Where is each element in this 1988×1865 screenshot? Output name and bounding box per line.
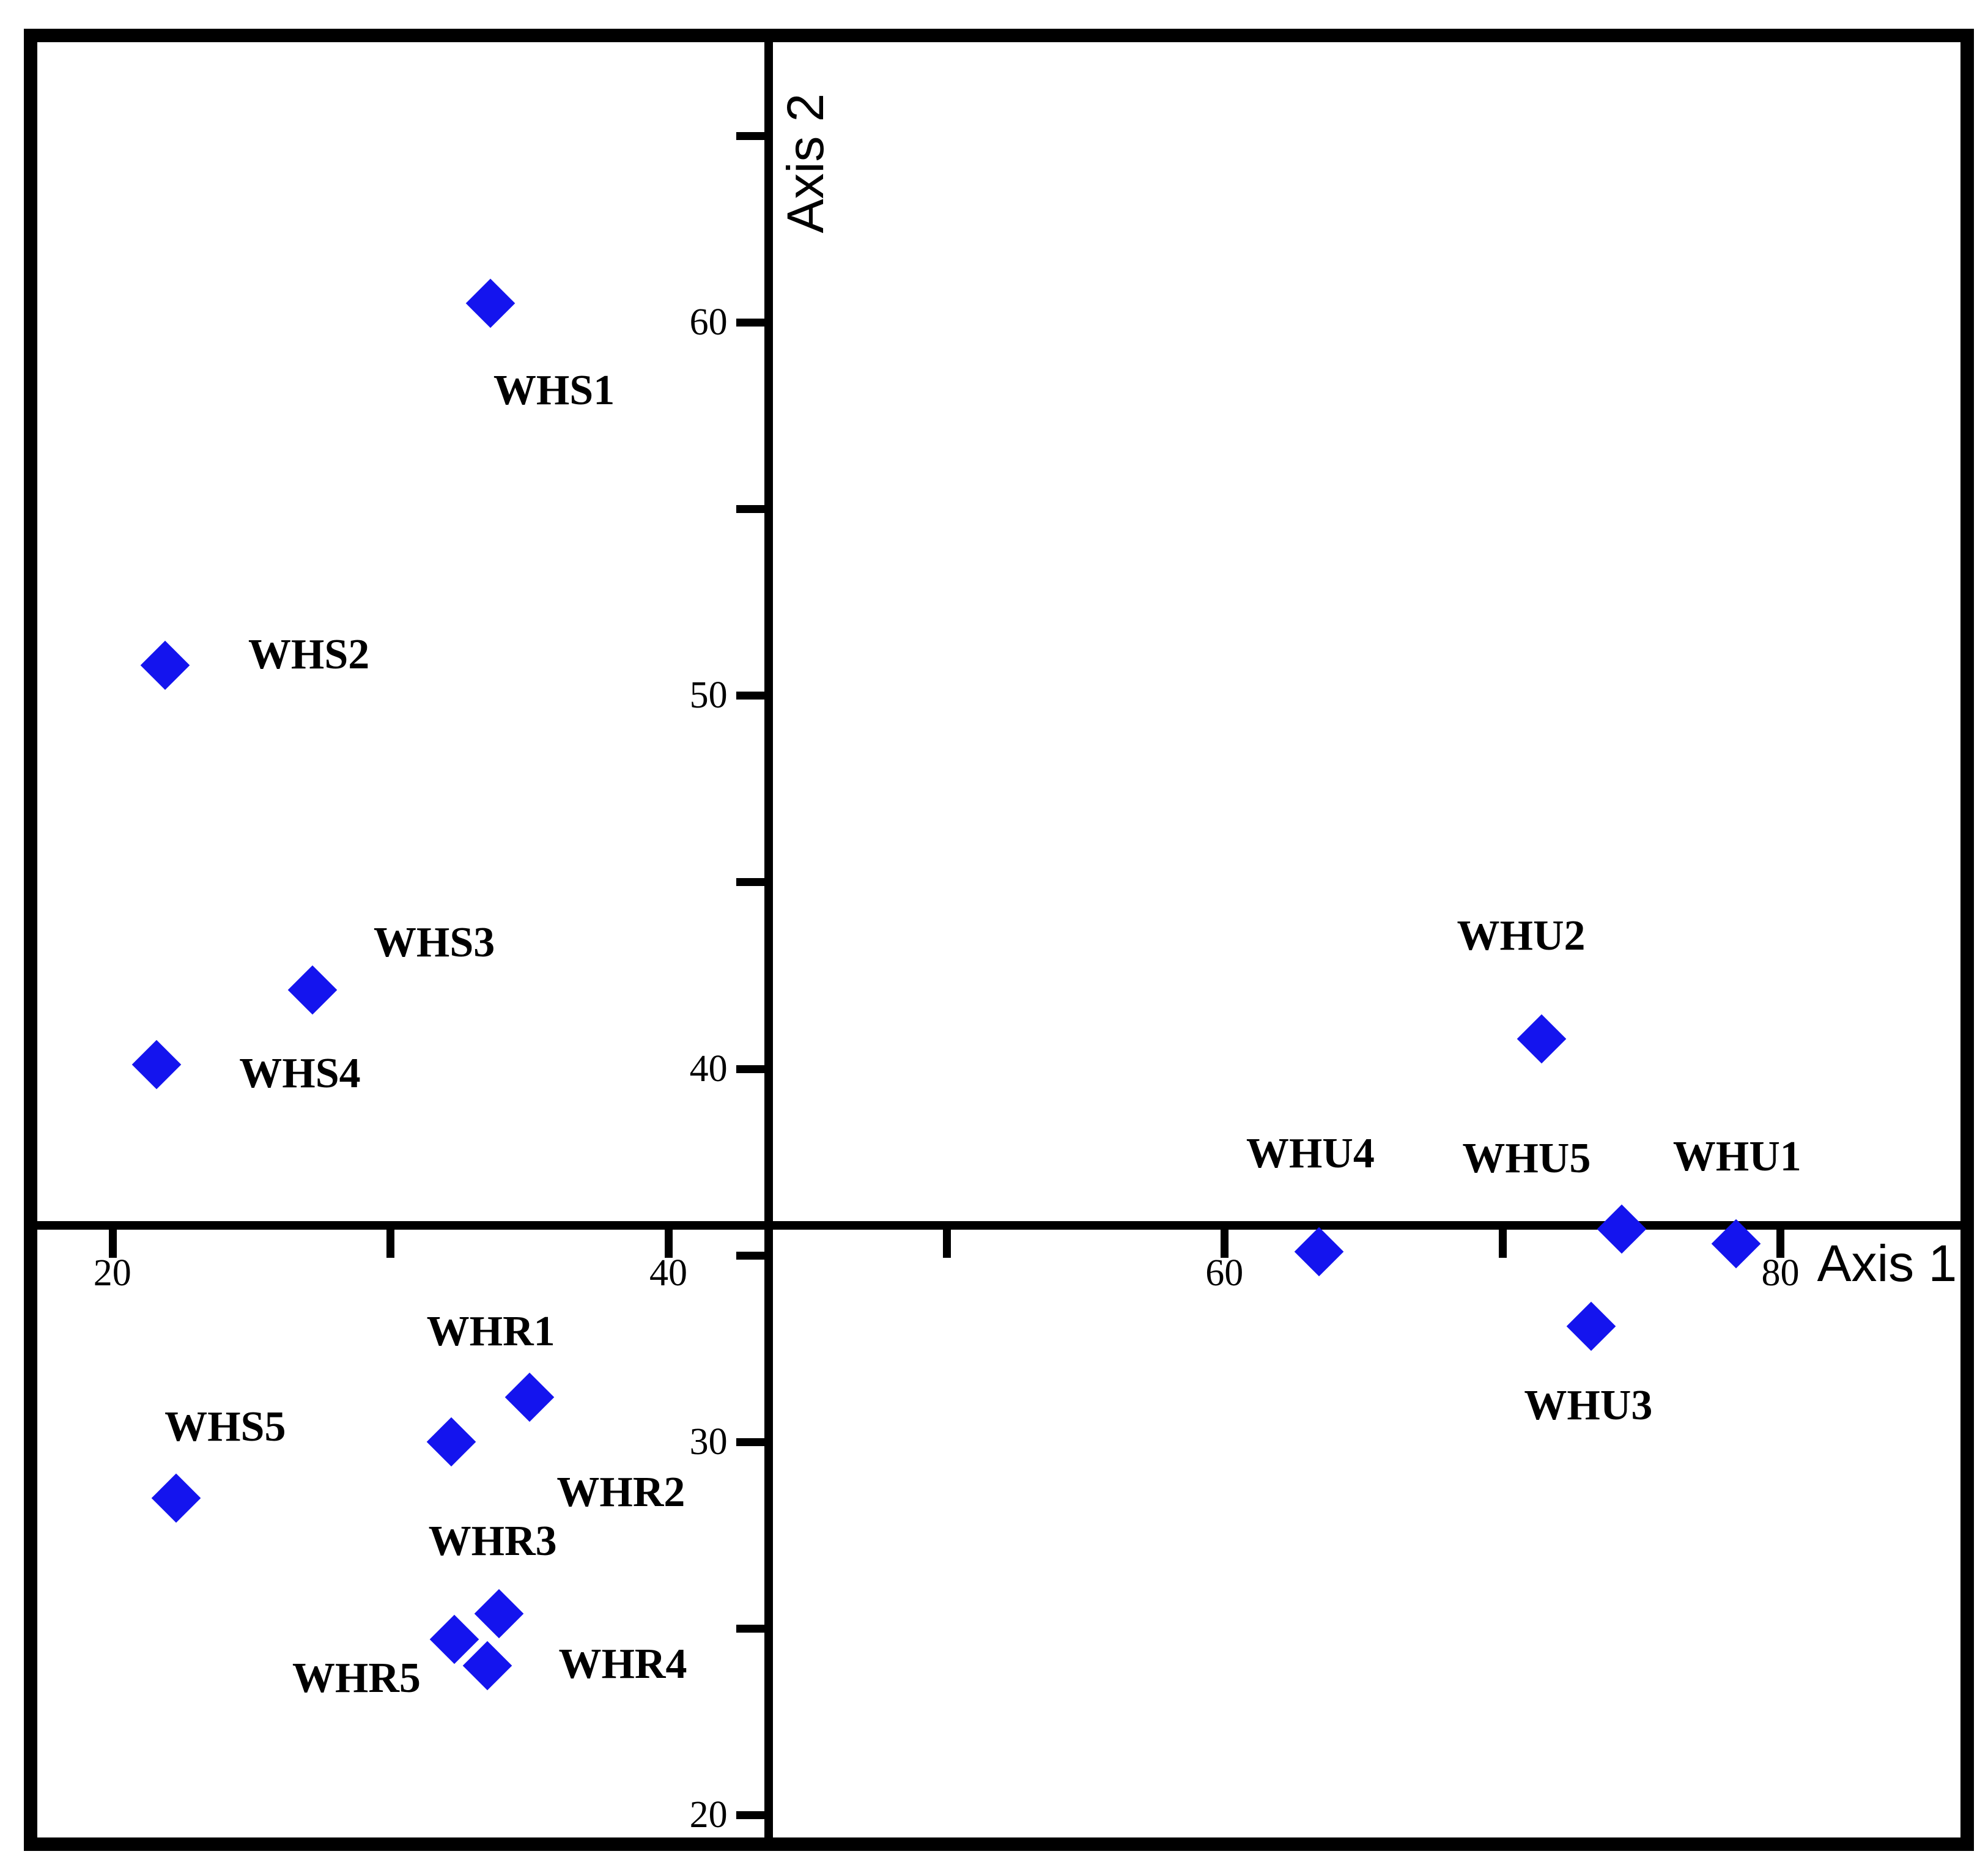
x-tick xyxy=(1498,1229,1507,1258)
point-label: WHR5 xyxy=(292,1655,421,1702)
y-tick-label: 30 xyxy=(689,1420,728,1463)
point-label: WHS4 xyxy=(239,1050,361,1098)
point-label: WHS5 xyxy=(164,1403,286,1450)
axis2-title: Axis 2 xyxy=(776,93,834,234)
point-label: WHS2 xyxy=(248,631,370,679)
point-label: WHR2 xyxy=(556,1468,685,1516)
x-tick xyxy=(1221,1229,1229,1258)
point-label: WHR3 xyxy=(428,1517,557,1565)
point-label: WHU1 xyxy=(1672,1133,1801,1181)
y-tick xyxy=(736,504,764,513)
y-tick xyxy=(736,1438,764,1446)
y-tick xyxy=(736,878,764,887)
y-tick xyxy=(736,131,764,140)
point-label: WHR4 xyxy=(558,1641,687,1688)
axis1-title: Axis 1 xyxy=(1817,1234,1957,1292)
point-label: WHR1 xyxy=(426,1307,555,1355)
point-label: WHU4 xyxy=(1246,1129,1375,1177)
x-tick-label: 60 xyxy=(1205,1252,1244,1294)
x-tick-label: 20 xyxy=(93,1252,131,1294)
y-tick xyxy=(736,1251,764,1260)
y-tick-label: 60 xyxy=(689,301,728,343)
y-tick-label: 20 xyxy=(689,1794,728,1836)
x-tick xyxy=(664,1229,673,1258)
x-tick xyxy=(386,1229,395,1258)
y-tick xyxy=(736,1625,764,1633)
point-label: WHS3 xyxy=(373,919,495,967)
point-label: WHU2 xyxy=(1457,912,1586,959)
axis2-line xyxy=(764,42,773,1837)
axis1-line xyxy=(37,1221,1961,1230)
y-tick-label: 50 xyxy=(689,674,728,717)
y-tick-label: 40 xyxy=(689,1047,728,1090)
y-tick xyxy=(736,1065,764,1073)
x-tick xyxy=(108,1229,117,1258)
x-tick xyxy=(1776,1229,1785,1258)
point-label: WHU5 xyxy=(1462,1135,1591,1183)
plot-border xyxy=(24,29,1974,1851)
x-tick-label: 40 xyxy=(649,1252,687,1294)
point-label: WHS1 xyxy=(493,367,615,415)
y-tick xyxy=(736,318,764,327)
y-tick xyxy=(736,692,764,700)
x-tick-label: 80 xyxy=(1761,1252,1800,1294)
x-tick xyxy=(942,1229,951,1258)
y-tick xyxy=(736,1811,764,1820)
point-label: WHU3 xyxy=(1524,1381,1653,1429)
